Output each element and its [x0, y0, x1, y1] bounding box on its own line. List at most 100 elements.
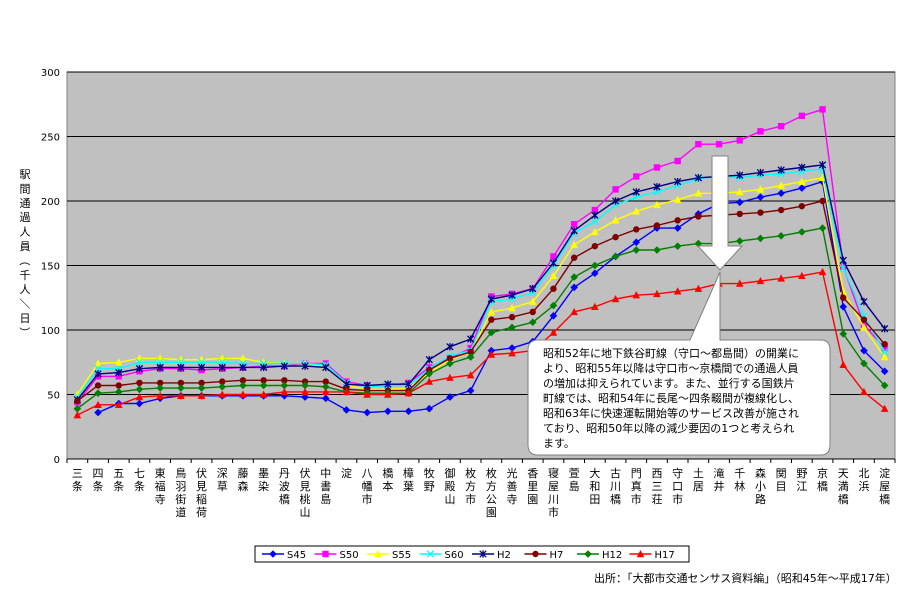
category-label: 関目: [776, 467, 787, 493]
data-point: [777, 232, 785, 240]
data-point: [466, 353, 475, 361]
legend-entry: S60: [445, 550, 464, 561]
data-point: [508, 291, 516, 299]
data-point: [466, 386, 475, 395]
data-point: [632, 246, 641, 254]
legend-swatch-marker: [584, 550, 592, 558]
data-point: [735, 187, 744, 196]
data-point: [633, 173, 640, 180]
annotation-text: 昭和52年に地下鉄谷町線（守口～都島間）の開業により、昭和55年以降は守口市～京…: [543, 347, 799, 450]
category-label: 丹波橋: [279, 467, 290, 506]
data-point: [239, 377, 247, 384]
data-point: [756, 276, 765, 285]
data-point: [135, 393, 144, 401]
data-point: [818, 224, 827, 232]
data-point: [321, 387, 330, 396]
data-point: [301, 378, 309, 385]
category-label: 大和田: [589, 466, 600, 506]
data-point: [404, 389, 413, 397]
data-point: [239, 390, 247, 398]
data-point: [881, 340, 888, 348]
data-point: [653, 222, 661, 229]
data-point: [74, 397, 81, 405]
data-point: [487, 328, 496, 337]
data-point: [426, 366, 433, 374]
category-label: 門真市: [631, 467, 642, 506]
y-axis-tick-labels: 0 50 100 150 200 250 300: [41, 68, 60, 466]
data-point: [591, 217, 599, 226]
category-label: 牧野: [424, 466, 435, 493]
data-point: [487, 307, 496, 316]
category-label: 古川橋: [610, 467, 621, 506]
data-point: [384, 407, 392, 416]
data-point: [528, 297, 537, 305]
category-label: 京橋: [817, 466, 828, 493]
category-label: 中書島: [320, 467, 331, 506]
data-point: [384, 390, 392, 398]
y-label-char: ／: [18, 298, 31, 309]
category-label: 御殿山: [444, 466, 455, 506]
data-point: [322, 363, 330, 372]
data-point: [840, 294, 847, 301]
category-label: 淀: [341, 466, 352, 480]
data-point: [798, 228, 806, 236]
data-point: [736, 171, 744, 179]
legend-entry: S55: [392, 550, 411, 561]
data-point: [301, 393, 309, 401]
y-label-char: 駅: [20, 168, 31, 181]
data-point: [280, 391, 289, 400]
category-label: 枚方公園: [486, 466, 497, 519]
data-point: [756, 168, 765, 177]
data-point: [860, 387, 868, 396]
data-point: [550, 253, 557, 260]
data-point: [549, 259, 558, 267]
series-H12: [73, 224, 889, 413]
data-point: [177, 363, 185, 372]
legend-swatch-marker: [374, 550, 382, 558]
category-label: 光善寺: [507, 466, 518, 506]
data-point: [280, 387, 289, 396]
data-point: [653, 200, 661, 209]
data-point: [135, 385, 144, 394]
data-point: [839, 330, 848, 338]
category-label: 野江: [796, 467, 807, 493]
data-point: [218, 390, 227, 398]
y-tick-label: 0: [54, 455, 60, 466]
data-point: [177, 384, 185, 392]
data-point: [735, 279, 744, 287]
data-point: [446, 393, 454, 401]
data-point: [404, 407, 413, 416]
y-tick-label: 200: [41, 197, 60, 208]
data-point: [404, 380, 413, 388]
data-point: [777, 189, 785, 198]
data-point: [342, 387, 351, 396]
data-point: [694, 284, 703, 292]
legend-entry: S45: [287, 550, 306, 561]
category-label: 香里園: [527, 467, 538, 506]
legend-swatch-marker: [532, 550, 539, 558]
data-point: [425, 404, 434, 413]
series-lines: [73, 106, 889, 419]
data-point: [301, 381, 309, 390]
data-point: [798, 163, 806, 172]
category-label: 五条: [113, 467, 124, 493]
data-point: [611, 216, 620, 224]
data-point: [73, 411, 82, 419]
data-point: [735, 198, 744, 207]
data-point: [777, 274, 785, 282]
data-point: [632, 238, 641, 247]
y-label-char: 員: [20, 240, 31, 253]
category-label: 深草: [217, 467, 228, 493]
data-point: [757, 128, 764, 135]
data-point: [777, 166, 785, 174]
category-label: 伏見桃山: [300, 466, 311, 519]
data-point: [156, 384, 164, 392]
data-point: [508, 349, 516, 357]
data-point: [384, 380, 392, 388]
series-H2: [73, 161, 889, 404]
data-point: [487, 350, 496, 358]
data-point: [156, 363, 164, 372]
y-label-char: 人: [20, 226, 31, 239]
data-point: [632, 188, 640, 196]
